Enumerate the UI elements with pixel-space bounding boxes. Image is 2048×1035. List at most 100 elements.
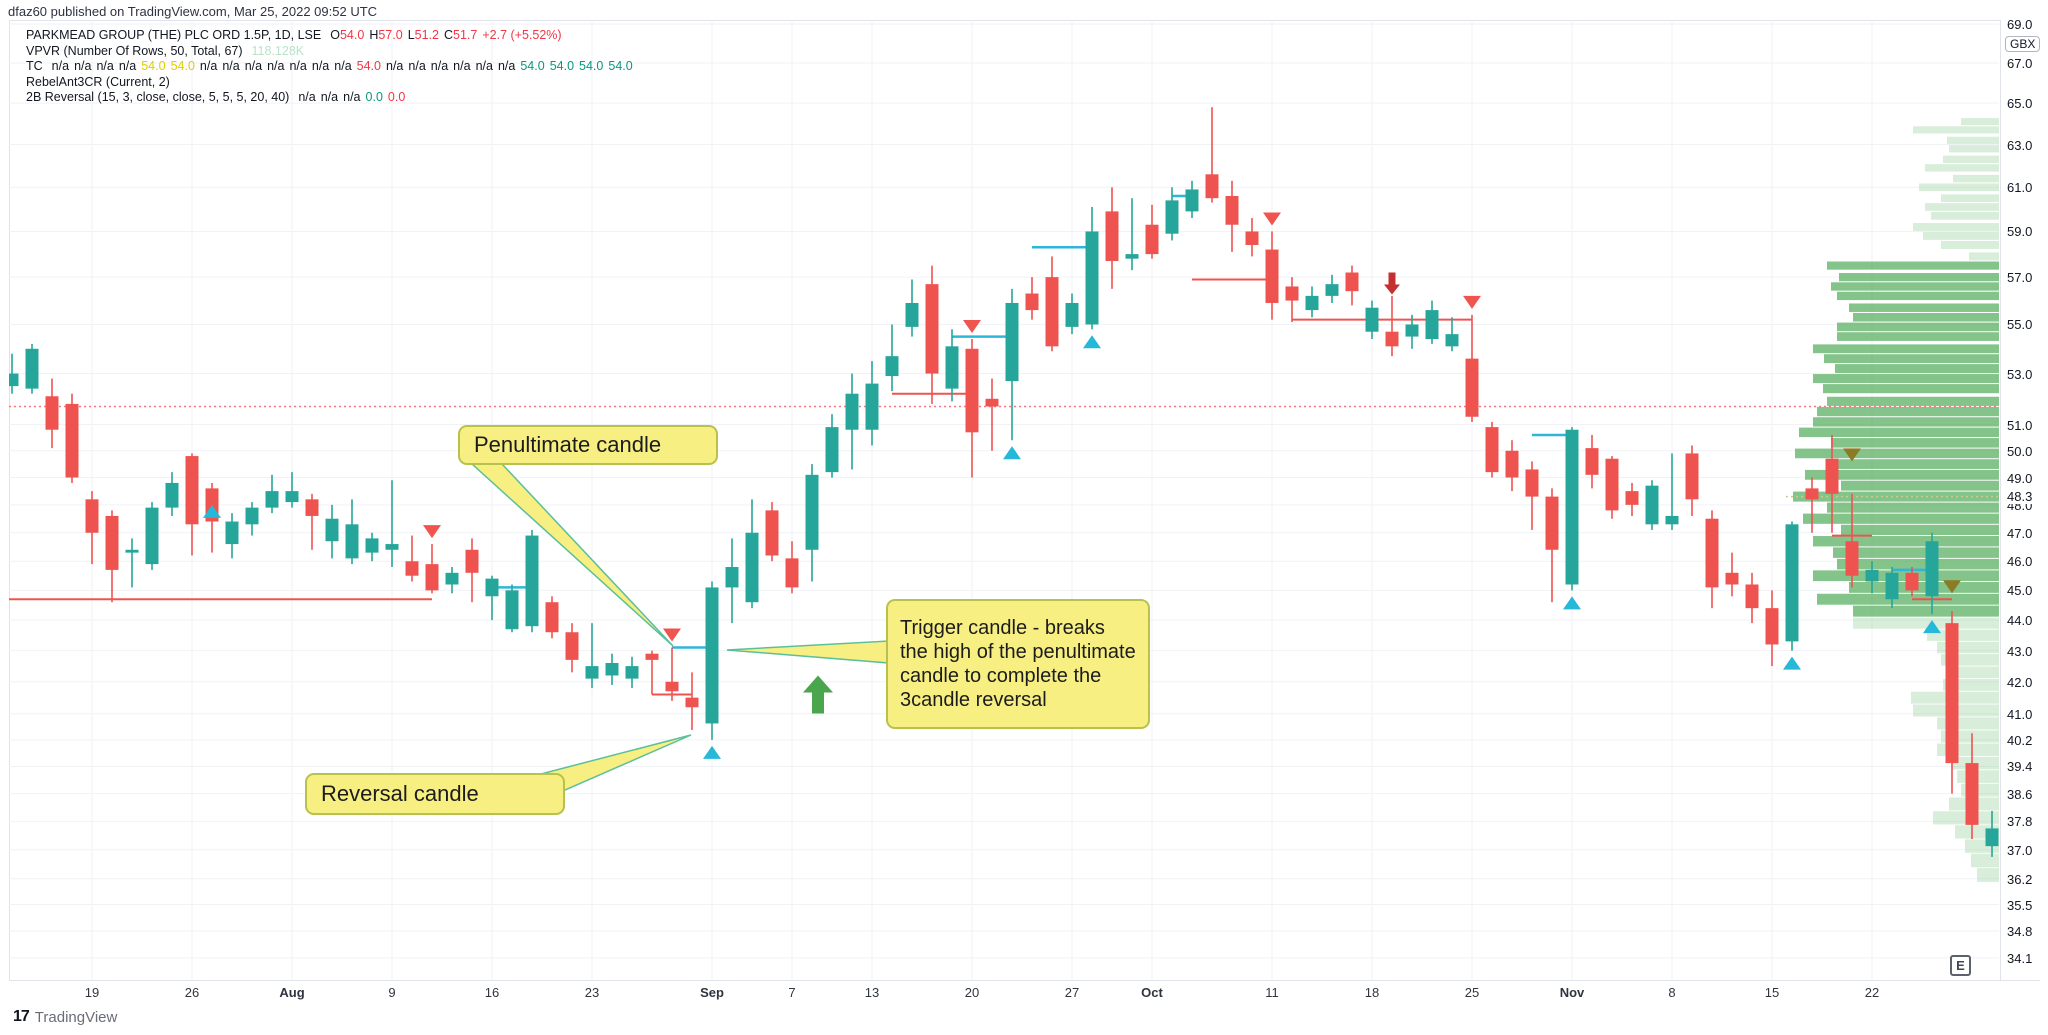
candle-body <box>585 666 599 679</box>
callout-penultimate-candle[interactable]: Penultimate candle <box>458 425 718 465</box>
price-tick-label: 67.0 <box>2007 55 2033 71</box>
candle-body <box>985 398 999 407</box>
reversal-status-row: 2B Reversal (15, 3, close, close, 5, 5, … <box>26 90 638 106</box>
price-tick-label: 65.0 <box>2007 96 2033 112</box>
time-tick-label: Oct <box>1141 985 1163 1000</box>
candle-body <box>1985 828 1999 847</box>
volume-profile-row <box>1837 558 1999 570</box>
callout-reversal-candle[interactable]: Reversal candle <box>305 773 565 815</box>
price-tick-label: 63.0 <box>2007 137 2033 153</box>
time-tick-label: 7 <box>788 985 796 1000</box>
candle-body <box>1685 453 1699 500</box>
candle-body <box>1705 518 1719 588</box>
candle-body <box>1285 286 1299 301</box>
tv-logo-text: TradingView <box>34 1008 118 1026</box>
volume-profile-row <box>1817 593 1999 605</box>
volume-profile-row <box>1795 448 1999 459</box>
currency-badge[interactable]: GBX <box>2005 36 2040 52</box>
ohlc-value: 54.0 <box>339 28 365 42</box>
publish-attribution: dfaz60 published on TradingView.com, Mar… <box>8 4 378 19</box>
candle-body <box>1305 295 1319 311</box>
candle-body <box>1045 277 1059 347</box>
candle-body <box>1565 429 1579 585</box>
ohlc-key: L <box>407 28 415 42</box>
candle-body <box>565 632 579 660</box>
candle-body <box>1625 491 1639 505</box>
candle-body <box>1325 284 1339 296</box>
candle-body <box>185 456 199 525</box>
callout-penultimate-text: Penultimate candle <box>474 432 662 457</box>
price-axis[interactable]: GBX 69.0 67.0 65.0 63.0 61.0 59.0 57.0 55.0 53.0… <box>2000 20 2040 980</box>
candle-body <box>1725 572 1739 585</box>
legend-value: n/a <box>475 59 493 73</box>
tc-status-row: TC n/a n/a n/a n/a 54.0 54.0 n/a n/a n/a n/a n/a n/a… <box>26 59 638 75</box>
legend-value: n/a <box>453 59 471 73</box>
signal-triangle-up-icon <box>1003 446 1021 460</box>
candle-body <box>25 348 39 389</box>
indicator-legend: PARKMEAD GROUP (THE) PLC ORD 1.5P, 1D, L… <box>26 28 638 106</box>
candle-body <box>1785 524 1799 642</box>
volume-profile-row <box>1827 396 1999 406</box>
tradingview-logo[interactable]: 17 TradingView <box>13 1008 117 1026</box>
candle-body <box>1845 541 1859 576</box>
candle-body <box>865 383 879 430</box>
candle-body <box>265 491 279 508</box>
vpvr-label: VPVR (Number Of Rows, 50, Total, 67) <box>26 43 243 58</box>
candle-body <box>1805 488 1819 500</box>
callout-reversal-text: Reversal candle <box>321 781 479 806</box>
price-tick-label: 43.0 <box>2007 643 2033 659</box>
candle-body <box>1425 310 1439 340</box>
volume-profile-row <box>1841 480 1999 491</box>
candle-body <box>245 507 259 525</box>
expand-button[interactable]: E <box>1950 955 1971 976</box>
candle-body <box>285 491 299 503</box>
volume-profile-row <box>1941 654 1999 666</box>
time-tick-label: 18 <box>1364 985 1380 1000</box>
signal-triangle-down-icon <box>663 628 681 642</box>
volume-profile-row <box>1947 666 1999 679</box>
legend-value: n/a <box>267 59 285 73</box>
symbol-status-row: PARKMEAD GROUP (THE) PLC ORD 1.5P, 1D, L… <box>26 28 638 44</box>
legend-value: 54.0 <box>520 59 545 73</box>
price-tick-label: 45.0 <box>2007 583 2033 599</box>
vpvr-status-row: VPVR (Number Of Rows, 50, Total, 67) 118.… <box>26 44 638 60</box>
legend-value: 0.0 <box>365 90 383 104</box>
candle-body <box>1345 272 1359 292</box>
time-tick-label: 25 <box>1464 985 1480 1000</box>
time-tick-label: Aug <box>279 985 305 1000</box>
ohlc-key: H <box>369 28 379 42</box>
candle-body <box>105 515 119 570</box>
time-tick-label: 26 <box>184 985 200 1000</box>
candle-body <box>1005 302 1019 382</box>
time-tick-label: 22 <box>1864 985 1880 1000</box>
candle-body <box>1105 211 1119 261</box>
candle-body <box>1365 307 1379 332</box>
candle-body <box>1205 174 1219 199</box>
callout-trigger-candle[interactable]: Trigger candle - breaks the high of the … <box>886 599 1150 729</box>
volume-profile-row <box>1949 145 1999 153</box>
volume-profile-row <box>1943 679 1999 691</box>
price-tick-label: 36.2 <box>2007 871 2033 887</box>
time-tick-label: 13 <box>864 985 880 1000</box>
candle-body <box>1545 496 1559 550</box>
candle-body <box>65 403 79 478</box>
legend-value: 54.0 <box>579 59 604 73</box>
candle-body <box>45 396 59 430</box>
volume-profile-row <box>1927 629 1999 641</box>
price-chart-plot[interactable] <box>9 20 2000 980</box>
candle-body <box>9 373 19 387</box>
candle-body <box>925 284 939 374</box>
time-tick-label: 15 <box>1764 985 1780 1000</box>
legend-value: n/a <box>386 59 404 73</box>
candle-body <box>445 572 459 585</box>
legend-value: n/a <box>96 59 114 73</box>
legend-value: 54.0 <box>356 59 381 73</box>
legend-value: n/a <box>199 59 218 73</box>
volume-profile-row <box>1913 223 1999 231</box>
reversal-triangle-down-icon <box>1943 580 1961 594</box>
volume-profile-row <box>1943 155 1999 164</box>
candle-body <box>1645 485 1659 525</box>
time-axis[interactable]: 19 26 Aug 9 16 23 Sep 7 13 20 27 Oct 11 18 25 Nov 8 15 22 <box>9 980 2040 1003</box>
price-tick-label: 53.0 <box>2007 366 2033 382</box>
